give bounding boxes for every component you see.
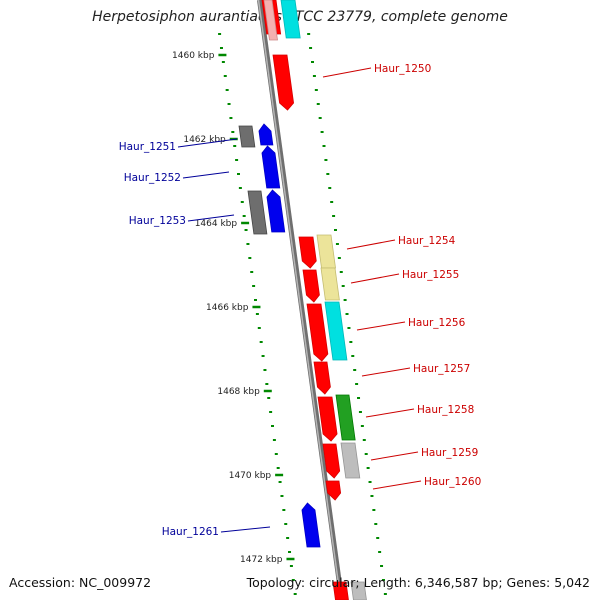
gene-arrow (301, 502, 321, 548)
gene-leader-line (350, 273, 400, 284)
gene-arrow-bottom-gray (350, 581, 367, 600)
gene-arrow (258, 123, 274, 146)
gene-label: Haur_1258 (417, 404, 474, 416)
gene-arrow-top-pink (263, 0, 278, 41)
gene-arrow (320, 267, 340, 301)
gene-arrow-bottom-red (332, 581, 349, 600)
gene-arrow (316, 234, 336, 269)
topology-text: Topology: circular; Length: 6,346,587 bp… (246, 575, 590, 590)
kbp-label: 1460 kbp (172, 51, 215, 61)
kbp-label: 1470 kbp (229, 471, 272, 481)
backbone-highlight (257, 0, 342, 600)
gene-arrow (266, 189, 286, 233)
gene-label: Haur_1257 (413, 363, 470, 375)
gene-arrow (298, 236, 317, 269)
backbone-line (257, 0, 345, 600)
gene-arrow (335, 394, 356, 441)
gene-leader-line (182, 171, 230, 179)
gene-label: Haur_1250 (374, 63, 431, 75)
gene-label: Haur_1256 (408, 317, 466, 329)
gene-arrow (306, 303, 329, 362)
gene-arrow (317, 396, 338, 442)
kbp-label: 1466 kbp (206, 303, 249, 313)
gene-arrow (313, 361, 331, 395)
accession-text: Accession: NC_009972 (9, 575, 152, 590)
gene-arrow (302, 269, 320, 303)
gene-leader-line (346, 239, 396, 250)
gene-leader-line (361, 367, 411, 377)
gene-label: Haur_1251 (119, 141, 176, 153)
gene-leader-line (356, 321, 406, 331)
gene-arrow (272, 54, 294, 111)
gene-leader-line (370, 451, 419, 461)
gene-leader-line (365, 408, 415, 418)
gene-arrow (325, 480, 342, 501)
gene-label: Haur_1252 (124, 172, 181, 184)
gene-label: Haur_1255 (402, 269, 459, 281)
gene-arrow (340, 442, 361, 479)
gene-arrow (324, 301, 348, 361)
kbp-label: 1462 kbp (183, 135, 226, 145)
kbp-label: 1468 kbp (217, 387, 260, 397)
kbp-label: 1472 kbp (240, 555, 283, 565)
gene-label: Haur_1253 (129, 215, 186, 227)
gene-arrow (261, 145, 281, 189)
gene-leader-line (220, 526, 271, 533)
gene-arrow (322, 443, 341, 479)
gene-leader-line (177, 138, 238, 148)
page-title: Herpetosiphon aurantiacus ATCC 23779, co… (92, 9, 508, 25)
gene-label: Haur_1261 (162, 526, 219, 538)
kbp-label: 1464 kbp (195, 219, 238, 229)
gene-leader-line (187, 214, 235, 222)
gene-label: Haur_1254 (398, 235, 456, 247)
gene-arrow (238, 125, 256, 148)
gene-label: Haur_1260 (424, 476, 481, 488)
gene-arrow (247, 190, 268, 235)
gene-leader-line (322, 67, 372, 78)
gene-arrow-top-cyan (280, 0, 301, 39)
gene-leader-line (372, 480, 422, 490)
gene-label: Haur_1259 (421, 447, 478, 459)
